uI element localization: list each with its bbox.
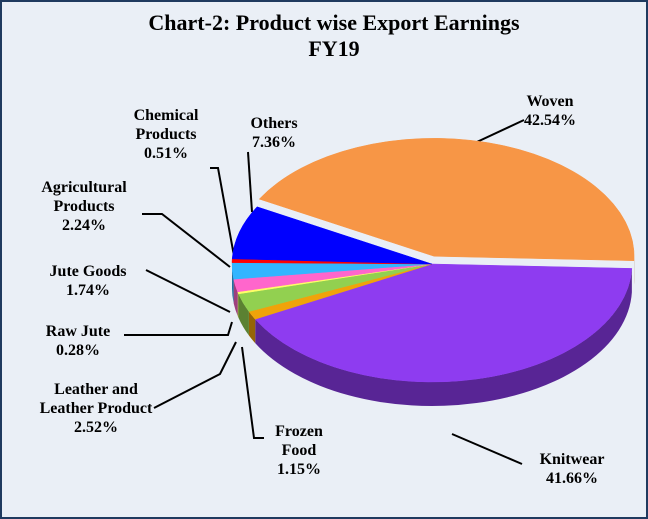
category-label: Woven [526, 93, 574, 110]
slice-side [233, 279, 238, 316]
slice-label: Agricultural Products 2.24% [28, 178, 140, 235]
leader [153, 341, 237, 409]
leader [247, 151, 253, 213]
value-label: 0.28% [56, 342, 100, 359]
slice-label: Chemical Products 0.51% [120, 106, 212, 163]
slice-label: Raw Jute 0.28% [28, 322, 128, 360]
leader [210, 167, 235, 257]
category-label: Knitwear [539, 451, 605, 468]
slice [254, 263, 633, 383]
slice-tops [231, 138, 635, 383]
value-label: 41.66% [546, 470, 598, 487]
value-label: 1.15% [277, 461, 321, 478]
value-label: 42.54% [524, 112, 576, 129]
category-label: Chemical Products [133, 107, 199, 143]
value-label: 2.24% [62, 217, 106, 234]
leader [241, 346, 264, 439]
category-label: Leather and Leather Product [39, 381, 153, 417]
slice [258, 138, 635, 261]
slice-side [232, 264, 234, 304]
value-label: 0.51% [144, 145, 188, 162]
category-label: Others [250, 115, 298, 132]
chart-title: Chart-2: Product wise Export Earnings FY… [148, 10, 520, 61]
slice-label: Jute Goods 1.74% [28, 262, 148, 300]
slice-label: Leather and Leather Product 2.52% [38, 380, 154, 437]
slice [231, 206, 433, 265]
slice-side [248, 311, 256, 344]
category-label: Frozen Food [275, 423, 323, 459]
slice-label: Woven 42.54% [500, 92, 600, 130]
leader-lines [124, 119, 525, 465]
value-label: 7.36% [252, 134, 296, 151]
leader [451, 433, 523, 465]
leader [145, 269, 231, 313]
value-label: 1.74% [66, 282, 110, 299]
category-label: Jute Goods [49, 263, 127, 280]
leader [142, 213, 231, 268]
slice-side [237, 291, 239, 318]
category-label: Agricultural Products [41, 179, 127, 215]
slice-side [238, 293, 249, 336]
category-label: Raw Jute [45, 323, 111, 340]
leader [124, 321, 233, 336]
slice-label: Frozen Food 1.15% [264, 422, 334, 479]
value-label: 2.52% [74, 419, 118, 436]
slice-label: Others 7.36% [234, 114, 314, 152]
slice-label: Knitwear 41.66% [522, 450, 622, 488]
